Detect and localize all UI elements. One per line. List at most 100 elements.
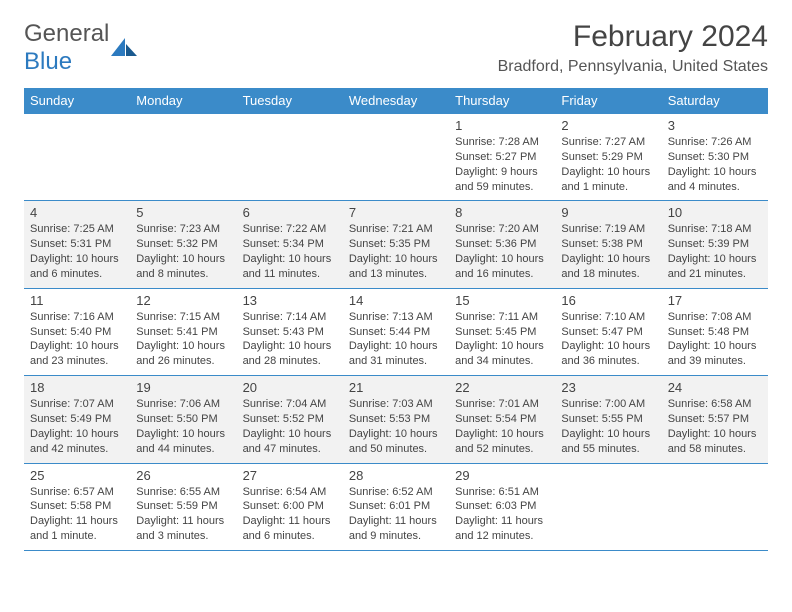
- daylight-text: and 11 minutes.: [243, 267, 337, 282]
- day-number: 7: [349, 205, 443, 220]
- daylight-text: and 28 minutes.: [243, 354, 337, 369]
- day-number: 3: [668, 118, 762, 133]
- daylight-text: and 1 minute.: [30, 529, 124, 544]
- sunrise-text: Sunrise: 7:10 AM: [561, 310, 655, 325]
- calendar-cell: 2 Sunrise: 7:27 AMSunset: 5:29 PMDaylight…: [555, 114, 661, 201]
- daylight-text: and 47 minutes.: [243, 442, 337, 457]
- calendar-cell: 11Sunrise: 7:16 AMSunset: 5:40 PMDayligh…: [24, 288, 130, 375]
- daylight-text: Daylight: 10 hours: [136, 427, 230, 442]
- calendar-cell: 4Sunrise: 7:25 AMSunset: 5:31 PMDaylight…: [24, 201, 130, 288]
- logo-text-general: General: [24, 20, 109, 47]
- daylight-text: and 1 minute.: [561, 180, 655, 195]
- daylight-text: and 31 minutes.: [349, 354, 443, 369]
- calendar-cell: [237, 114, 343, 201]
- calendar-cell: [130, 114, 236, 201]
- sunset-text: Sunset: 6:00 PM: [243, 499, 337, 514]
- calendar-cell: [343, 114, 449, 201]
- daylight-text: Daylight: 10 hours: [668, 427, 762, 442]
- daylight-text: Daylight: 10 hours: [136, 252, 230, 267]
- day-number: 28: [349, 468, 443, 483]
- daylight-text: Daylight: 10 hours: [668, 165, 762, 180]
- calendar-cell: 7Sunrise: 7:21 AMSunset: 5:35 PMDaylight…: [343, 201, 449, 288]
- day-number: 14: [349, 293, 443, 308]
- daylight-text: Daylight: 10 hours: [561, 165, 655, 180]
- calendar-cell: 14 Sunrise: 7:13 AMSunset: 5:44 PMDayligh…: [343, 288, 449, 375]
- daylight-text: and 3 minutes.: [136, 529, 230, 544]
- calendar-cell: 15Sunrise: 7:11 AMSunset: 5:45 PMDayligh…: [449, 288, 555, 375]
- daylight-text: and 58 minutes.: [668, 442, 762, 457]
- day-number: 21: [349, 380, 443, 395]
- day-number: 25: [30, 468, 124, 483]
- daylight-text: Daylight: 10 hours: [349, 339, 443, 354]
- sunrise-text: Sunrise: 6:57 AM: [30, 485, 124, 500]
- daylight-text: Daylight: 10 hours: [30, 252, 124, 267]
- calendar-cell: 27Sunrise: 6:54 AMSunset: 6:00 PMDayligh…: [237, 463, 343, 550]
- sunset-text: Sunset: 5:31 PM: [30, 237, 124, 252]
- daylight-text: Daylight: 10 hours: [349, 427, 443, 442]
- sunrise-text: Sunrise: 7:13 AM: [349, 310, 443, 325]
- title-block: February 2024 Bradford, Pennsylvania, Un…: [498, 20, 768, 76]
- sunrise-text: Sunrise: 7:14 AM: [243, 310, 337, 325]
- sunset-text: Sunset: 5:41 PM: [136, 325, 230, 340]
- month-title: February 2024: [498, 20, 768, 54]
- daylight-text: and 52 minutes.: [455, 442, 549, 457]
- sunrise-text: Sunrise: 7:27 AM: [561, 135, 655, 150]
- day-header: Sunday: [24, 88, 130, 114]
- sunrise-text: Sunrise: 7:01 AM: [455, 397, 549, 412]
- sunrise-text: Sunrise: 7:11 AM: [455, 310, 549, 325]
- sunrise-text: Sunrise: 6:51 AM: [455, 485, 549, 500]
- daylight-text: and 18 minutes.: [561, 267, 655, 282]
- day-number: 29: [455, 468, 549, 483]
- daylight-text: Daylight: 11 hours: [243, 514, 337, 529]
- day-number: 20: [243, 380, 337, 395]
- calendar-cell: 13Sunrise: 7:14 AMSunset: 5:43 PMDayligh…: [237, 288, 343, 375]
- calendar-cell: 10Sunrise: 7:18 AMSunset: 5:39 PMDayligh…: [662, 201, 768, 288]
- sunrise-text: Sunrise: 6:54 AM: [243, 485, 337, 500]
- daylight-text: Daylight: 10 hours: [561, 339, 655, 354]
- calendar-cell: 5Sunrise: 7:23 AMSunset: 5:32 PMDaylight…: [130, 201, 236, 288]
- calendar-cell: 28Sunrise: 6:52 AMSunset: 6:01 PMDayligh…: [343, 463, 449, 550]
- sunset-text: Sunset: 5:57 PM: [668, 412, 762, 427]
- calendar-cell: 25Sunrise: 6:57 AMSunset: 5:58 PMDayligh…: [24, 463, 130, 550]
- daylight-text: and 12 minutes.: [455, 529, 549, 544]
- daylight-text: and 44 minutes.: [136, 442, 230, 457]
- calendar-week-row: 4Sunrise: 7:25 AMSunset: 5:31 PMDaylight…: [24, 201, 768, 288]
- day-header: Tuesday: [237, 88, 343, 114]
- calendar-cell: 9Sunrise: 7:19 AMSunset: 5:38 PMDaylight…: [555, 201, 661, 288]
- day-number: 2: [561, 118, 655, 133]
- daylight-text: Daylight: 11 hours: [455, 514, 549, 529]
- sunrise-text: Sunrise: 7:18 AM: [668, 222, 762, 237]
- sunrise-text: Sunrise: 7:25 AM: [30, 222, 124, 237]
- daylight-text: Daylight: 10 hours: [668, 252, 762, 267]
- sunrise-text: Sunrise: 7:07 AM: [30, 397, 124, 412]
- sunset-text: Sunset: 5:44 PM: [349, 325, 443, 340]
- daylight-text: Daylight: 10 hours: [668, 339, 762, 354]
- calendar-cell: 23Sunrise: 7:00 AMSunset: 5:55 PMDayligh…: [555, 376, 661, 463]
- daylight-text: and 50 minutes.: [349, 442, 443, 457]
- calendar-cell: [555, 463, 661, 550]
- day-number: 19: [136, 380, 230, 395]
- daylight-text: and 9 minutes.: [349, 529, 443, 544]
- calendar-cell: [24, 114, 130, 201]
- sunset-text: Sunset: 5:52 PM: [243, 412, 337, 427]
- calendar-week-row: 11Sunrise: 7:16 AMSunset: 5:40 PMDayligh…: [24, 288, 768, 375]
- daylight-text: Daylight: 10 hours: [30, 427, 124, 442]
- calendar-cell: [662, 463, 768, 550]
- header: General Blue February 2024 Bradford, Pen…: [24, 20, 768, 76]
- sunrise-text: Sunrise: 6:58 AM: [668, 397, 762, 412]
- sunset-text: Sunset: 5:32 PM: [136, 237, 230, 252]
- day-number: 15: [455, 293, 549, 308]
- sunrise-text: Sunrise: 7:16 AM: [30, 310, 124, 325]
- day-number: 22: [455, 380, 549, 395]
- sunset-text: Sunset: 5:47 PM: [561, 325, 655, 340]
- sunrise-text: Sunrise: 7:28 AM: [455, 135, 549, 150]
- sunset-text: Sunset: 5:55 PM: [561, 412, 655, 427]
- sunset-text: Sunset: 5:45 PM: [455, 325, 549, 340]
- sunrise-text: Sunrise: 7:04 AM: [243, 397, 337, 412]
- daylight-text: Daylight: 10 hours: [455, 252, 549, 267]
- sunset-text: Sunset: 5:39 PM: [668, 237, 762, 252]
- daylight-text: and 59 minutes.: [455, 180, 549, 195]
- calendar-cell: 6Sunrise: 7:22 AMSunset: 5:34 PMDaylight…: [237, 201, 343, 288]
- sunset-text: Sunset: 5:29 PM: [561, 150, 655, 165]
- logo-text-blue: Blue: [24, 48, 72, 75]
